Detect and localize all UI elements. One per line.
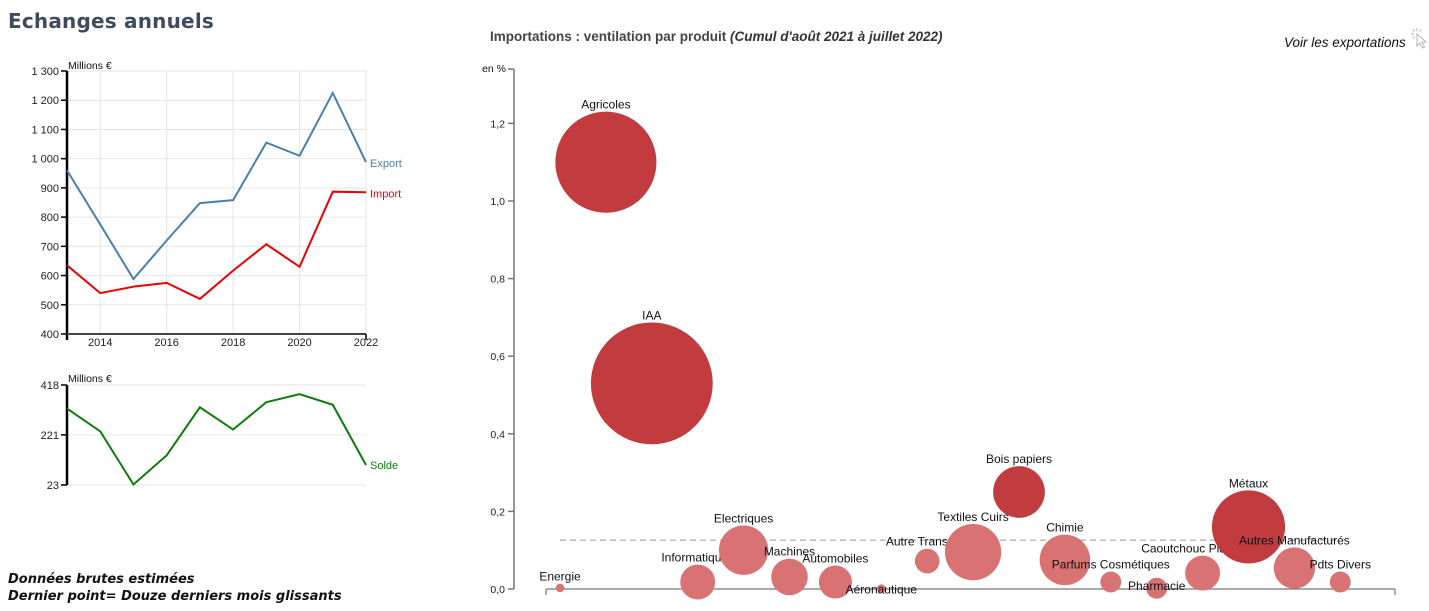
bubble-informatiques	[680, 564, 716, 600]
bubble-label-agricoles: Agricoles	[581, 98, 630, 112]
y-tick-label: 500	[41, 300, 59, 312]
series-line-export	[66, 90, 367, 281]
y-tick-label: 1 300	[31, 66, 59, 78]
bubble-aeronautique	[877, 584, 886, 593]
bubble-energie	[555, 583, 565, 593]
series-line-solde	[66, 393, 367, 487]
bubble-label-pharmacie: Pharmacie	[1128, 579, 1186, 593]
page-title: Echanges annuels	[8, 9, 214, 33]
bubble-pharmacie	[1146, 577, 1168, 599]
series-label-import: Import	[370, 188, 401, 200]
bubble-pdts-divers	[1329, 571, 1351, 593]
bubble-chimie	[1039, 534, 1091, 586]
bubble-label-automobiles: Automobiles	[802, 551, 868, 565]
y-tick-label: 0,0	[490, 584, 505, 596]
bubble-agricoles	[555, 111, 657, 213]
bubble-electriques	[718, 525, 769, 575]
y-axis-label: Millions €	[68, 60, 112, 72]
series-label-export: Export	[370, 158, 402, 170]
bubble-parfums-cosmetiques	[1100, 571, 1122, 593]
bubble-label-metaux: Métaux	[1229, 476, 1268, 490]
bubble-label-parfums-cosmetiques: Parfums Cosmétiques	[1052, 558, 1170, 572]
y-axis-label: en %	[482, 63, 506, 75]
bubble-label-aeronautique: Aéronautique	[846, 582, 918, 596]
view-exports-label[interactable]: Voir les exportations	[1284, 35, 1406, 50]
bubble-iaa	[590, 322, 713, 445]
y-tick-label: 0,8	[490, 274, 505, 286]
bubble-automobiles	[818, 565, 852, 599]
y-tick-label: 23	[47, 480, 59, 492]
series-label-solde: Solde	[370, 460, 398, 472]
bubble-autres-manufactures	[1273, 547, 1316, 589]
bubble-bois-papiers	[993, 466, 1045, 518]
bubble-label-bois-papiers: Bois papiers	[986, 452, 1052, 466]
view-exports-link[interactable]: Voir les exportations	[1284, 27, 1429, 50]
bubble-label-textiles-cuirs: Textiles Cuirs	[937, 510, 1008, 524]
y-tick-label: 400	[41, 329, 59, 341]
pointer-click-icon[interactable]	[1409, 27, 1429, 49]
x-tick-label: 2020	[287, 337, 311, 349]
y-tick-label: 1 200	[31, 95, 59, 107]
x-tick-label: 2016	[154, 337, 178, 349]
bubble-label-machines: Machines	[764, 545, 815, 559]
y-tick-label: 0,2	[490, 506, 505, 518]
y-tick-label: 1,0	[490, 196, 505, 208]
y-tick-label: 900	[41, 183, 59, 195]
note-last-point: Dernier point= Douze derniers mois gliss…	[8, 589, 342, 604]
y-tick-label: 600	[41, 271, 59, 283]
y-tick-label: 1 100	[31, 124, 59, 136]
bubble-machines	[771, 558, 808, 596]
bubble-metaux	[1211, 490, 1286, 564]
bubble-label-chimie: Chimie	[1046, 521, 1084, 535]
bubble-chart-title-main: Importations : ventilation par produit	[490, 29, 727, 44]
x-tick-label: 2014	[88, 337, 112, 349]
note-raw-data: Données brutes estimées	[8, 572, 195, 587]
y-axis-label: Millions €	[68, 373, 112, 385]
y-tick-label: 221	[41, 430, 59, 442]
bubble-chart-title: Importations : ventilation par produit (…	[490, 29, 943, 44]
bubble-label-energie: Energie	[539, 570, 581, 584]
bubble-caoutchouc-plastiques	[1185, 555, 1221, 591]
bubble-label-pdts-divers: Pdts Divers	[1310, 558, 1371, 572]
bubble-chart-subtitle: (Cumul d'août 2021 à juillet 2022)	[730, 29, 943, 44]
x-tick-label: 2022	[354, 337, 378, 349]
y-tick-label: 0,4	[490, 429, 505, 441]
y-tick-label: 800	[41, 212, 59, 224]
bubble-label-electriques: Electriques	[714, 512, 773, 526]
bubble-label-informatiques: Informatiques	[661, 551, 734, 565]
series-line-import	[66, 190, 367, 301]
y-tick-label: 1,2	[490, 118, 505, 130]
x-tick-label: 2018	[221, 337, 245, 349]
bubble-autre-transport	[914, 548, 940, 574]
bubble-label-iaa: IAA	[642, 308, 661, 322]
bubble-textiles-cuirs	[944, 524, 1002, 581]
y-tick-label: 700	[41, 241, 59, 253]
y-tick-label: 1 000	[31, 154, 59, 166]
bubble-label-autres-manufactures: Autres Manufacturés	[1239, 533, 1350, 547]
balance-line-chart: 23 221 418 Millions € Solde	[41, 373, 399, 492]
trade-line-chart: 400 500 600 700 800 900 1 000 1 100 1 200 1 300 20…	[31, 60, 402, 349]
footnotes: Données brutes estimées Dernier point= D…	[8, 571, 342, 605]
y-tick-label: 418	[41, 380, 59, 392]
y-tick-label: 0,6	[490, 351, 505, 363]
